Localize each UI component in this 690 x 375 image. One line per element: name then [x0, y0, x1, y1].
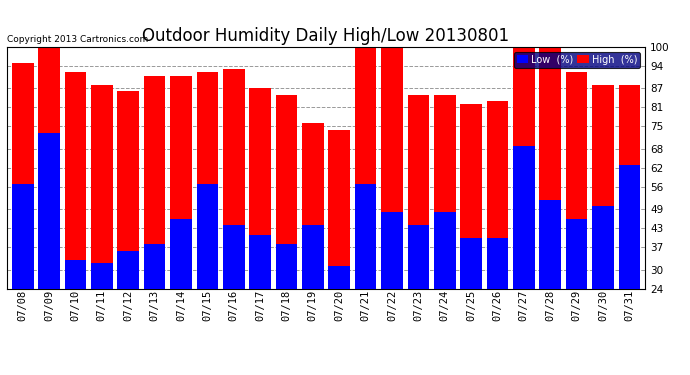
Bar — [408, 94, 429, 289]
Bar — [12, 63, 34, 289]
Bar — [408, 225, 429, 289]
Bar — [355, 47, 377, 289]
Bar — [618, 165, 640, 289]
Bar — [117, 92, 139, 289]
Bar — [223, 69, 244, 289]
Bar — [592, 206, 614, 289]
Text: Copyright 2013 Cartronics.com: Copyright 2013 Cartronics.com — [7, 36, 148, 45]
Title: Outdoor Humidity Daily High/Low 20130801: Outdoor Humidity Daily High/Low 20130801 — [142, 27, 510, 45]
Legend: Low  (%), High  (%): Low (%), High (%) — [513, 52, 640, 68]
Bar — [460, 238, 482, 289]
Bar — [223, 225, 244, 289]
Bar — [91, 85, 112, 289]
Bar — [618, 85, 640, 289]
Bar — [249, 235, 271, 289]
Bar — [486, 238, 509, 289]
Bar — [328, 130, 350, 289]
Bar — [197, 184, 218, 289]
Bar — [513, 47, 535, 289]
Bar — [592, 85, 614, 289]
Bar — [540, 200, 561, 289]
Bar — [275, 94, 297, 289]
Bar — [170, 219, 192, 289]
Bar — [381, 212, 403, 289]
Bar — [144, 75, 166, 289]
Bar — [486, 101, 509, 289]
Bar — [381, 47, 403, 289]
Bar — [460, 104, 482, 289]
Bar — [38, 47, 60, 289]
Bar — [197, 72, 218, 289]
Bar — [144, 244, 166, 289]
Bar — [566, 219, 587, 289]
Bar — [355, 184, 377, 289]
Bar — [65, 260, 86, 289]
Bar — [302, 123, 324, 289]
Bar — [434, 212, 455, 289]
Bar — [170, 75, 192, 289]
Bar — [434, 94, 455, 289]
Bar — [566, 72, 587, 289]
Bar — [328, 267, 350, 289]
Bar — [91, 263, 112, 289]
Bar — [65, 72, 86, 289]
Bar — [302, 225, 324, 289]
Bar — [38, 133, 60, 289]
Bar — [513, 146, 535, 289]
Bar — [275, 244, 297, 289]
Bar — [12, 184, 34, 289]
Bar — [540, 47, 561, 289]
Bar — [249, 88, 271, 289]
Bar — [117, 251, 139, 289]
